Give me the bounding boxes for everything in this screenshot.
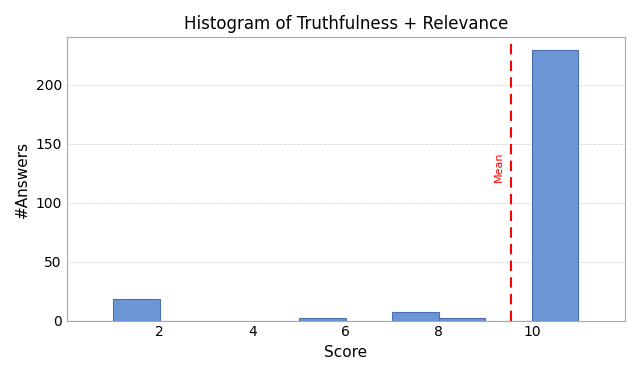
Bar xyxy=(113,299,160,321)
Bar xyxy=(532,50,579,321)
Bar xyxy=(392,312,439,321)
Text: Mean: Mean xyxy=(494,152,504,182)
Title: Histogram of Truthfulness + Relevance: Histogram of Truthfulness + Relevance xyxy=(184,15,508,33)
X-axis label: Score: Score xyxy=(324,345,367,360)
Bar xyxy=(439,318,486,321)
Bar xyxy=(300,318,346,321)
Y-axis label: #Answers: #Answers xyxy=(15,140,30,218)
